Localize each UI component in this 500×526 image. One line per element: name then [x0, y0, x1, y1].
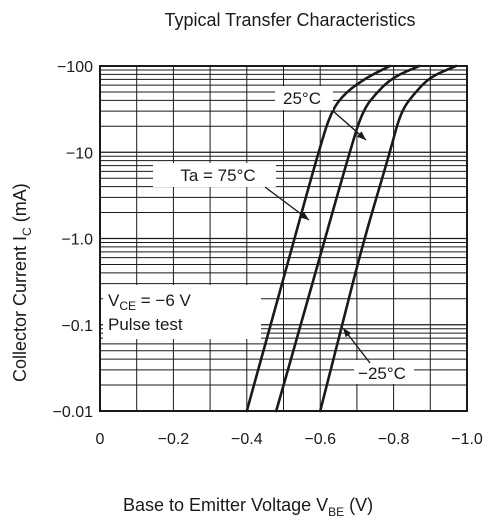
y-tick-labels: −0.01 −0.1 −1.0 −10 −100 — [53, 59, 94, 421]
curve-label-series-3: −25°C — [358, 364, 406, 383]
y-tick-label: −0.1 — [61, 318, 93, 335]
curve-series-2 — [274, 64, 421, 413]
curve-label-series-1: Ta = 75°C — [180, 166, 255, 185]
y-tick-label: −1.0 — [61, 232, 93, 249]
curve-label-backdrop — [275, 86, 333, 110]
y-axis-title-sub: C — [20, 227, 34, 236]
x-tick-label: 0 — [96, 431, 105, 448]
x-axis-title-sub: BE — [328, 505, 344, 519]
vce-condition: VCE = −6 V — [108, 291, 191, 313]
chart-title: Typical Transfer Characteristics — [164, 10, 415, 30]
leader-line — [264, 186, 310, 221]
leader-arrowhead — [299, 211, 309, 220]
y-axis-title-unit: (mA) — [10, 183, 30, 227]
vce-value: = −6 V — [136, 291, 191, 310]
y-axis-title: Collector Current IC (mA) — [10, 183, 34, 382]
curve-series-3 — [318, 64, 458, 413]
x-axis-title: Base to Emitter Voltage VBE (V) — [123, 495, 373, 519]
x-tick-label: −0.4 — [231, 431, 263, 448]
y-tick-label: −100 — [57, 59, 93, 76]
curve-series-1 — [245, 64, 392, 413]
curve-labels: Ta = 75°C 25°C −25°C — [153, 86, 414, 384]
x-axis-title-main: Base to Emitter Voltage V — [123, 495, 328, 515]
curves-group — [245, 64, 458, 413]
condition-backdrop — [103, 285, 261, 339]
x-tick-label: −1.0 — [451, 431, 483, 448]
grid — [100, 66, 467, 412]
curve-label-backdrop — [354, 360, 414, 384]
x-tick-label: −0.2 — [158, 431, 190, 448]
y-tick-label: −0.01 — [53, 404, 94, 421]
curve-label-backdrop — [153, 163, 276, 187]
vce-symbol: V — [108, 291, 120, 310]
condition-annotation: VCE = −6 V Pulse test — [103, 285, 261, 339]
x-axis-title-unit: (V) — [344, 495, 373, 515]
x-tick-label: −0.8 — [378, 431, 410, 448]
vce-subscript: CE — [119, 299, 136, 313]
plot-frame — [99, 65, 468, 412]
curve-label-series-2: 25°C — [283, 89, 321, 108]
x-tick-labels: 0 −0.2 −0.4 −0.6 −0.8 −1.0 — [96, 431, 483, 448]
x-tick-label: −0.6 — [304, 431, 336, 448]
leader-arrowhead — [356, 131, 366, 140]
leader-arrowhead — [343, 328, 352, 338]
y-axis-title-main: Collector Current I — [10, 236, 30, 382]
pulse-test-label: Pulse test — [108, 315, 183, 334]
y-tick-label: −10 — [66, 145, 93, 162]
